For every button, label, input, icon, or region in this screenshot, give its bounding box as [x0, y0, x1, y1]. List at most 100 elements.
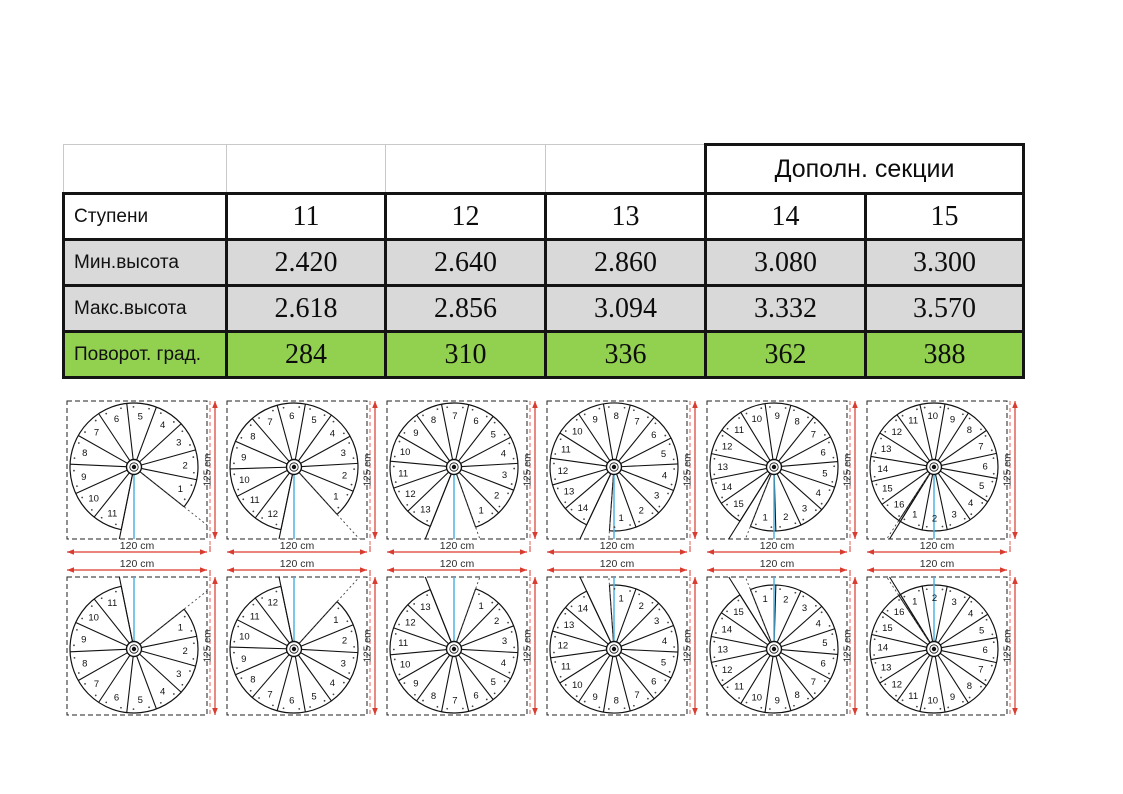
width-dimension-label: 120 cm [600, 540, 635, 552]
step-number: 7 [978, 665, 983, 676]
step-number: 11 [398, 468, 408, 479]
row-label-turn-degrees: Поворот. град. [62, 330, 228, 379]
step-number: 6 [473, 690, 478, 701]
step-number: 2 [494, 490, 499, 501]
step-number: 3 [341, 448, 346, 459]
step-number: 4 [330, 678, 335, 689]
step-number: 8 [250, 432, 255, 443]
step-number: 9 [241, 452, 246, 463]
step-number: 10 [751, 692, 762, 703]
cell-steps-col-12: 12 [384, 192, 547, 241]
step-number: 7 [811, 429, 816, 440]
height-dimension-label: 125 cm [363, 630, 374, 663]
step-number: 11 [107, 509, 117, 520]
center-pole-icon [605, 640, 623, 658]
step-number: 13 [881, 444, 892, 455]
center-pole-icon [125, 458, 143, 476]
height-dimension-label: 125 cm [1003, 454, 1014, 487]
step-number: 16 [894, 607, 905, 618]
step-number: 7 [452, 695, 457, 706]
step-number: 13 [420, 602, 431, 613]
step-number: 12 [558, 640, 569, 651]
step-number: 3 [502, 636, 507, 647]
height-dimension-label: 125 cm [683, 454, 694, 487]
step-number: 8 [967, 425, 972, 436]
step-number: 7 [94, 427, 99, 438]
step-number: 6 [983, 645, 988, 656]
step-number: 2 [639, 601, 644, 612]
cell-min-height-col-14: 3.080 [704, 238, 867, 287]
height-dimension-label: 125 cm [203, 630, 214, 663]
step-number: 1 [762, 594, 767, 605]
step-number: 3 [176, 437, 181, 448]
step-number: 3 [502, 470, 507, 481]
step-number: 11 [107, 598, 117, 609]
cell-max-height-col-13: 3.094 [544, 284, 707, 333]
step-number: 6 [983, 461, 988, 472]
table-row-max-height: Макс.высота 2.618 2.856 3.094 3.332 3.570 [62, 284, 1026, 333]
table-empty-cell [226, 144, 386, 194]
cell-turn-degrees-col-12: 310 [384, 330, 547, 379]
width-dimension-label: 120 cm [440, 558, 475, 570]
step-number: 11 [561, 662, 571, 673]
step-number: 11 [250, 495, 260, 506]
step-number: 2 [494, 616, 499, 627]
step-number: 15 [882, 483, 893, 494]
step-number: 9 [950, 414, 955, 425]
center-pole-icon [605, 458, 623, 476]
step-number: 3 [952, 509, 957, 520]
step-number: 13 [881, 662, 892, 673]
width-dimension-label: 120 cm [600, 558, 635, 570]
step-number: 1 [333, 492, 338, 503]
step-number: 1 [762, 513, 767, 524]
step-number: 7 [634, 416, 639, 427]
step-number: 10 [88, 494, 99, 505]
step-number: 15 [733, 607, 744, 618]
step-number: 2 [183, 646, 188, 657]
step-number: 3 [654, 491, 659, 502]
table-row-turn-degrees: Поворот. град. 284 310 336 362 388 [62, 330, 1026, 379]
width-dimension-label: 120 cm [120, 540, 155, 552]
step-number: 4 [662, 471, 667, 482]
step-number: 13 [718, 645, 729, 656]
step-number: 12 [405, 617, 416, 628]
step-number: 14 [878, 643, 889, 654]
step-number: 15 [882, 623, 893, 634]
step-number: 4 [968, 498, 973, 509]
cell-steps-col-13: 13 [544, 192, 707, 241]
step-number: 4 [160, 420, 165, 431]
step-number: 16 [894, 500, 905, 511]
step-number: 5 [311, 691, 316, 702]
step-number: 3 [802, 503, 807, 514]
step-number: 9 [775, 695, 780, 706]
step-number: 7 [811, 677, 816, 688]
cell-steps-col-15: 15 [863, 192, 1026, 241]
step-number: 6 [114, 692, 119, 703]
step-number: 12 [558, 466, 569, 477]
step-number: 6 [651, 676, 656, 687]
step-number: 11 [908, 691, 918, 702]
cell-min-height-col-12: 2.640 [384, 238, 547, 287]
cell-min-height-col-15: 3.300 [863, 238, 1026, 287]
stair-diagram-12-opening-up: 1 2 3 4 5 6 7 8 9 10 11 12 120 cm 125 cm [222, 556, 382, 748]
step-number: 9 [593, 415, 598, 426]
cell-max-height-col-12: 2.856 [384, 284, 547, 333]
step-number: 8 [250, 675, 255, 686]
step-number: 13 [564, 487, 575, 498]
cell-max-height-col-11: 2.618 [225, 284, 387, 333]
step-number: 12 [892, 679, 903, 690]
cell-min-height-col-11: 2.420 [225, 238, 387, 287]
step-number: 3 [654, 616, 659, 627]
step-number: 9 [81, 472, 86, 483]
height-dimension-label: 125 cm [203, 454, 214, 487]
stair-diagram-15-opening-down: 1 2 3 4 5 6 7 8 9 10 11 12 13 14 15 120 cm 125 cm [702, 398, 862, 590]
step-number: 5 [661, 657, 666, 668]
height-dimension-label: 125 cm [523, 630, 534, 663]
step-number: 7 [94, 679, 99, 690]
step-number: 2 [783, 594, 788, 605]
step-number: 1 [333, 615, 338, 626]
center-pole-icon [125, 640, 143, 658]
step-number: 7 [634, 690, 639, 701]
